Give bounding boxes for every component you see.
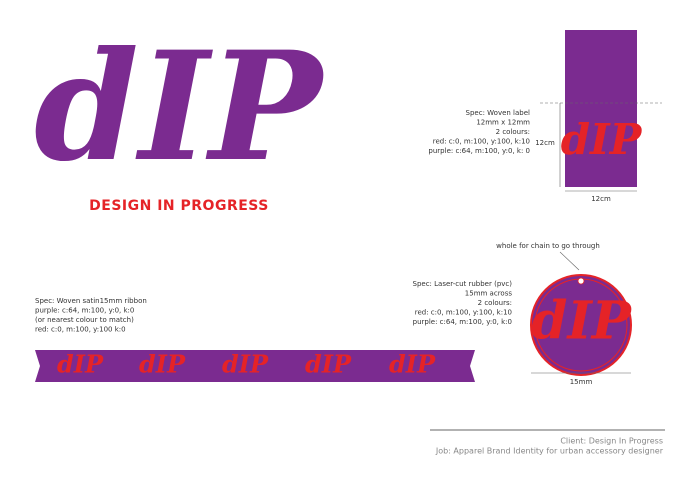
label-logo: dIP [561, 115, 643, 164]
spec-line: Spec: Woven satin15mm ribbon [35, 297, 147, 305]
height-label: 12cm [535, 139, 555, 147]
ribbon-logo: dIP [389, 350, 436, 379]
main-logo: dIP [34, 19, 326, 195]
hole-note: whole for chain to go through [496, 242, 600, 250]
tagline: DESIGN IN PROGRESS [89, 198, 269, 214]
rubber-spec: Spec: Laser-cut rubber (pvc) 15mm across2… [413, 280, 513, 326]
ribbon [35, 350, 475, 382]
spec-line: red: c:0, m:100, y:100, k:10 [433, 138, 530, 146]
spec-line: purple: c:64, m:100, y:0, k:0 [413, 318, 512, 326]
pointer [559, 251, 580, 271]
spec-line: purple: c:64, m:100, y:0, k: 0 [428, 147, 530, 155]
spec-line: Spec: Woven label [466, 109, 531, 117]
woven-label [565, 30, 637, 187]
ribbon-logo: dIP [139, 350, 186, 379]
spec-line: red: c:0, m:100, y:100, k:10 [415, 309, 512, 317]
chain-hole [577, 277, 585, 285]
tag-width-label: 15mm [570, 378, 593, 386]
spec-line: 12mm x 12mm [476, 119, 530, 127]
ribbon-logo: dIP [305, 350, 352, 379]
rubber-tag [530, 274, 632, 376]
width-label: 12cm [591, 195, 611, 203]
ribbon-spec: Spec: Woven satin15mm ribbon purple: c:64… [35, 297, 147, 334]
spec-line: 2 colours: [478, 299, 512, 307]
ribbon-logos: dIP dIP dIP dIP dIP [57, 350, 436, 379]
spec-line: Spec: Laser-cut rubber (pvc) [413, 280, 513, 288]
ribbon-logo: dIP [57, 350, 104, 379]
spec-line: 15mm across [465, 290, 513, 298]
tag-logo: dIP [531, 291, 633, 352]
footer-client: Client: Design In Progress [560, 437, 663, 446]
ribbon-logo: dIP [222, 350, 269, 379]
spec-line: purple: c:64, m:100, y:0, k:0 [35, 307, 134, 315]
spec-line: 2 colours: [496, 128, 530, 136]
spec-line: red: c:0, m:100, y:100 k:0 [35, 326, 126, 334]
spec-line: (or nearest colour to match) [35, 316, 134, 324]
footer-job: Job: Apparel Brand Identity for urban ac… [435, 447, 664, 456]
